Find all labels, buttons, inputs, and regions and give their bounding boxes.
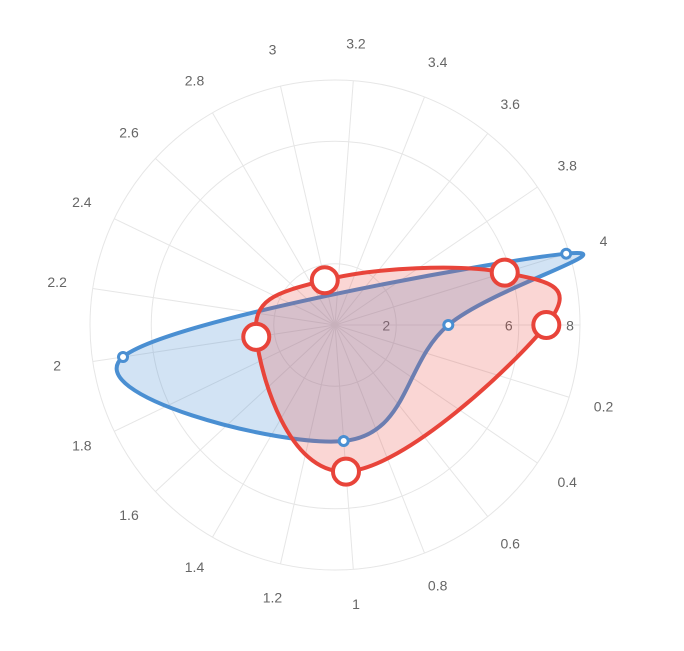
angle-tick-label: 1.6 [119,507,139,523]
angle-tick-label: 4 [600,233,608,249]
angle-tick-label: 2.8 [185,72,205,88]
grid-line [334,324,425,554]
angle-tick-label: 0.2 [594,399,614,415]
angle-tick-label: 1.2 [263,590,283,606]
data-point [241,321,272,352]
radius-tick-label: 8 [566,318,574,334]
grid-line [114,324,336,432]
grid-line [334,324,570,398]
data-point [489,257,520,288]
grid-line [279,324,336,564]
grid-line [212,324,336,538]
grid-line [155,324,336,493]
angle-tick-label: 2.4 [72,194,92,210]
angle-tick-label: 2 [53,358,61,374]
grid-line [334,96,425,326]
angle-tick-label: 3.2 [346,35,366,51]
grid-line [114,218,336,326]
grid-line [155,157,336,326]
grid-line [334,324,354,570]
data-point [117,350,130,363]
data-point [309,265,340,296]
series-area [114,251,586,444]
grid-line [92,324,336,363]
angle-tick-label: 1 [352,596,360,612]
angle-tick-label: 3.6 [500,96,520,112]
grid-line [92,287,336,326]
grid-line [334,324,489,517]
angle-tick-label: 3.8 [557,157,577,173]
angle-tick-label: 3.4 [428,54,448,70]
grid-line [334,133,489,326]
data-point [337,435,350,448]
angle-tick-label: 2.2 [47,274,67,290]
angle-tick-label: 0.6 [500,535,520,551]
series-area [253,265,562,474]
radius-tick-label: 6 [505,318,513,334]
angle-tick-label: 0.4 [557,474,577,490]
grid-line [334,324,538,464]
data-point [330,456,361,487]
data-point [531,310,562,340]
data-point [560,247,573,260]
angle-tick-label: 0.8 [428,577,448,593]
data-point [442,319,455,331]
angle-tick-label: 3 [269,42,277,58]
grid-line [334,252,570,326]
angle-tick-label: 1.4 [185,559,205,575]
grid-line [334,186,538,326]
radius-tick-label: 2 [382,318,390,334]
angle-tick-label: 1.8 [72,438,92,454]
angle-tick-label: 2.6 [119,125,139,141]
